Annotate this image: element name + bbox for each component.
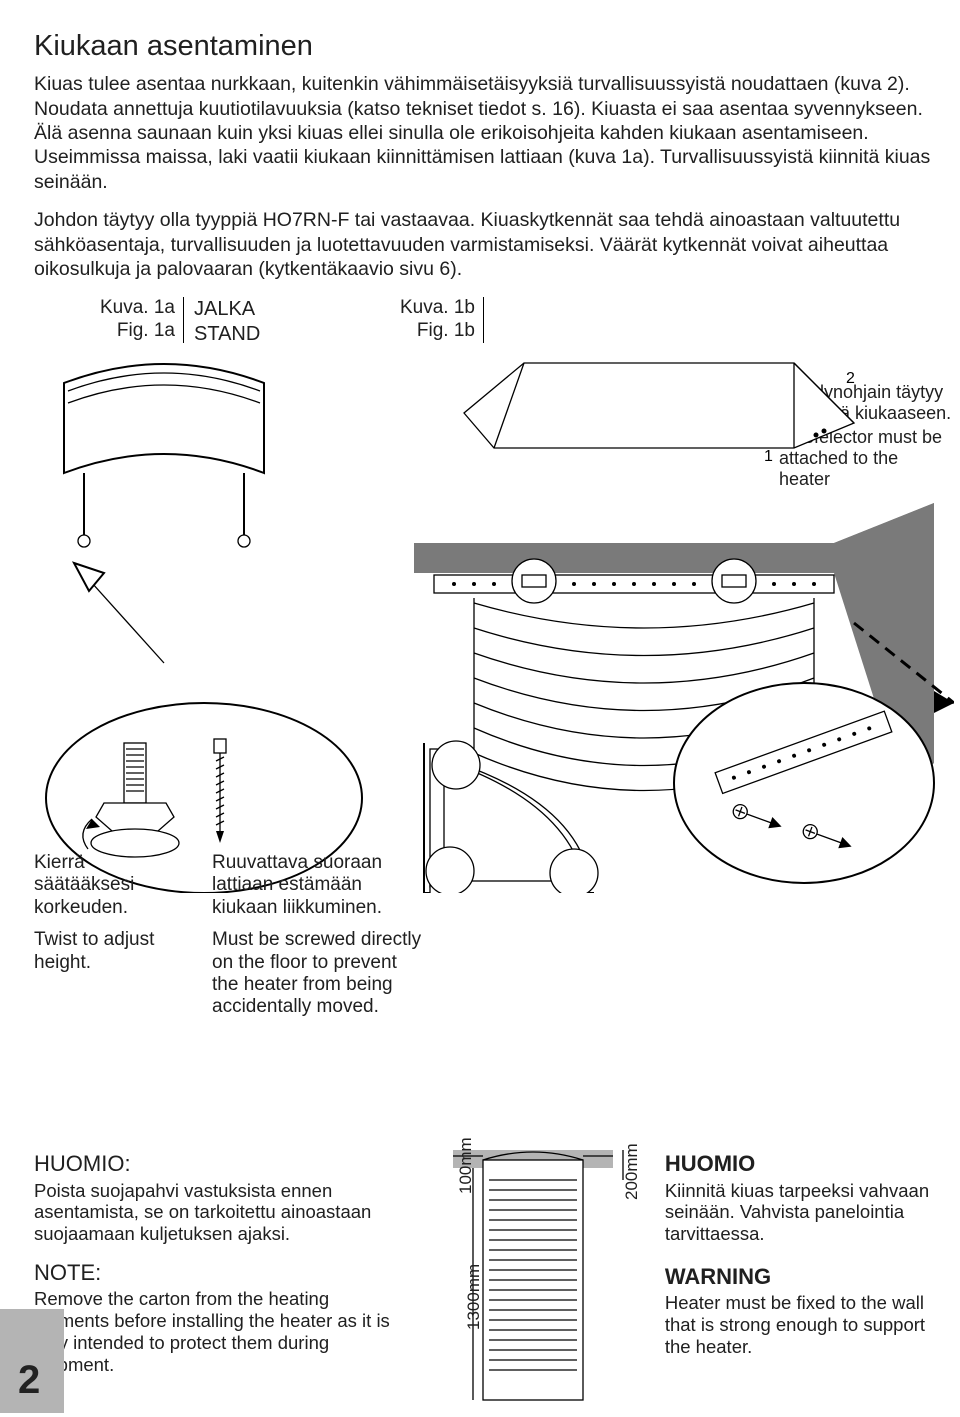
- huomio1-heading: HUOMIO:: [34, 1150, 393, 1178]
- fig1a-en: Fig. 1a: [117, 320, 175, 341]
- screw-fi: Ruuvattava suoraan lattiaan estämään kiu…: [212, 852, 422, 919]
- callout-2: 2: [846, 370, 855, 387]
- fig1b-fi: Kuva. 1b: [400, 297, 475, 318]
- fig1b-en: Fig. 1b: [417, 320, 475, 341]
- bottom-row: HUOMIO: Poista suojapahvi vastuksista en…: [34, 1150, 946, 1417]
- callout-1: 1: [764, 448, 773, 465]
- huomio2-heading: HUOMIO: [665, 1150, 946, 1178]
- stand-label: STAND: [194, 323, 260, 345]
- installation-diagram: 1 2: [34, 353, 954, 893]
- note-heading: NOTE:: [34, 1259, 393, 1287]
- page-number: 2: [18, 1355, 40, 1405]
- adjust-en: Twist to adjust height.: [34, 929, 184, 974]
- paragraph-2: Johdon täytyy olla tyyppiä HO7RN-F tai v…: [34, 208, 946, 281]
- heater-front-diagram: [403, 1150, 653, 1410]
- huomio2-body: Kiinnitä kiuas tarpeeksi vahvaan seinään…: [665, 1180, 946, 1245]
- paragraph-1: Kiuas tulee asentaa nurkkaan, kuitenkin …: [34, 72, 946, 194]
- figure-label-row: Kuva. 1a Fig. 1a JALKA STAND Kuva. 1b Fi…: [34, 295, 946, 347]
- warning-heading: WARNING: [665, 1263, 946, 1291]
- dim-100: 100mm: [455, 1137, 476, 1194]
- diagram-area: 1 2: [34, 353, 946, 893]
- fig1a-fi: Kuva. 1a: [100, 297, 175, 318]
- foot-caption-box: Kierrä säätääksesi korkeuden. Twist to a…: [34, 852, 734, 1019]
- dim-200: 200mm: [621, 1143, 642, 1200]
- note-body: Remove the carton from the heating eleme…: [34, 1288, 393, 1375]
- screw-en: Must be screwed directly on the floor to…: [212, 929, 422, 1019]
- adjust-fi: Kierrä säätääksesi korkeuden.: [34, 852, 184, 919]
- warning-body: Heater must be fixed to the wall that is…: [665, 1292, 946, 1357]
- page-title: Kiukaan asentaminen: [34, 28, 946, 64]
- dim-1300: 1300mm: [463, 1264, 484, 1330]
- jalka-label: JALKA: [194, 298, 255, 320]
- huomio1-body: Poista suojapahvi vastuksista ennen asen…: [34, 1180, 393, 1245]
